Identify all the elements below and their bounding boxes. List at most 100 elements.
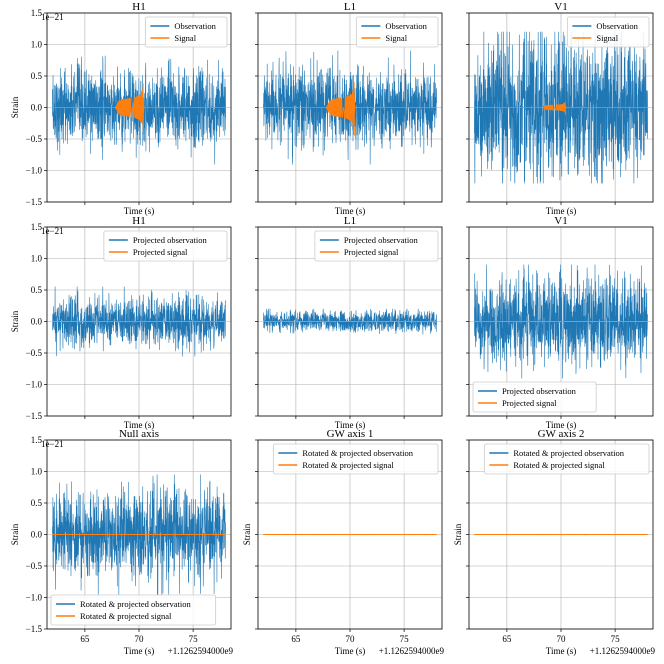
legend-entry-label: Projected signal — [133, 247, 188, 257]
y-axis-label: Strain — [10, 310, 20, 332]
legend-box — [355, 16, 439, 48]
y-tick-label: 1.5 — [31, 8, 43, 18]
x-offset-label: +1.1262594000e9 — [168, 646, 234, 656]
x-axis-label: Time (s) — [546, 420, 576, 430]
panel-title: H1 — [132, 1, 145, 13]
legend-entry-label: Rotated & projected observation — [302, 448, 413, 458]
x-tick-label: 75 — [189, 634, 199, 644]
panel-5: L1 Time (s) Projected observation Projected… — [255, 215, 443, 430]
x-offset-label: +1.1262594000e9 — [379, 646, 445, 656]
y-axis-label: Strain — [242, 523, 252, 545]
x-axis-label: Time (s) — [124, 206, 154, 216]
legend-box — [483, 443, 650, 475]
legend-box — [566, 16, 650, 48]
y-tick-label: −0.5 — [26, 561, 43, 571]
legend-box — [50, 594, 217, 626]
legend-entry-label: Rotated & projected signal — [302, 460, 394, 470]
legend-entry-label: Projected observation — [344, 235, 419, 245]
series-line-observation — [52, 286, 226, 357]
y-axis-label: Strain — [10, 523, 20, 545]
x-axis-label: Time (s) — [335, 420, 365, 430]
x-tick-label: 75 — [611, 634, 621, 644]
y-tick-label: −1.5 — [26, 411, 43, 421]
legend-box — [103, 230, 228, 262]
legend-entry-label: Signal — [596, 33, 618, 43]
legend-entry-label: Observation — [385, 21, 427, 31]
legend-entry-label: Rotated & projected signal — [513, 460, 605, 470]
y-tick-label: −0.5 — [26, 134, 43, 144]
y-tick-label: −1.0 — [26, 380, 43, 390]
legend-entry-label: Projected signal — [344, 247, 399, 257]
plot-area — [52, 474, 226, 595]
x-axis-label: Time (s) — [335, 646, 365, 656]
legend-box — [144, 16, 228, 48]
y-exponent-label: 1e−21 — [41, 226, 64, 236]
legend: Projected observation Projected signal — [472, 381, 597, 413]
x-axis-label: Time (s) — [546, 206, 576, 216]
legend: Observation Signal — [144, 16, 228, 48]
legend-entry-label: Projected signal — [502, 398, 557, 408]
plot-area — [474, 31, 648, 184]
panel-title: GW axis 2 — [538, 428, 585, 440]
plot-area — [52, 55, 226, 165]
x-tick-label: 70 — [557, 634, 567, 644]
y-exponent-label: 1e−21 — [41, 12, 64, 22]
legend-box — [314, 230, 439, 262]
x-axis-label: Time (s) — [335, 206, 365, 216]
series-line-observation — [263, 50, 437, 165]
panel-3: V1 Time (s) Observation Signal — [466, 1, 654, 216]
legend-entry-label: Projected observation — [502, 386, 577, 396]
x-tick-label: 70 — [135, 634, 145, 644]
panel-4: −1.5 −1.0 −0.5 0.0 0.5 1.0 1.5 H1 Time (s) Strain… — [10, 215, 232, 430]
y-exponent-label: 1e−21 — [41, 439, 64, 449]
plot-area — [263, 533, 437, 536]
legend: Rotated & projected observation Rotated &… — [50, 594, 217, 626]
panel-8: 65 70 75 GW axis 1 Time (s) Strain +1.12625940… — [242, 428, 444, 656]
panel-title: H1 — [132, 215, 145, 227]
x-tick-label: 65 — [291, 634, 301, 644]
y-tick-label: 0.0 — [31, 103, 43, 113]
y-axis-label: Strain — [10, 96, 20, 118]
panel-title: L1 — [344, 1, 356, 13]
x-axis-label: Time (s) — [124, 420, 154, 430]
x-tick-label: 70 — [346, 634, 356, 644]
legend: Rotated & projected observation Rotated &… — [483, 443, 650, 475]
y-tick-label: −0.5 — [26, 348, 43, 358]
series-line-observation — [263, 308, 437, 335]
plot-area — [263, 50, 437, 165]
series-line-signal — [474, 100, 648, 115]
y-tick-label: −1.0 — [26, 166, 43, 176]
y-tick-label: 0.5 — [31, 285, 43, 295]
y-tick-label: 1.0 — [31, 40, 43, 50]
legend-entry-label: Rotated & projected signal — [80, 611, 172, 621]
panel-1: −1.5 −1.0 −0.5 0.0 0.5 1.0 1.5 H1 Time (s) Strain… — [10, 1, 232, 216]
y-tick-label: 1.5 — [31, 435, 43, 445]
legend-entry-label: Signal — [174, 33, 196, 43]
legend: Observation Signal — [355, 16, 439, 48]
y-tick-label: 0.5 — [31, 498, 43, 508]
y-tick-label: 1.0 — [31, 467, 43, 477]
y-tick-label: −1.5 — [26, 624, 43, 634]
legend-entry-label: Signal — [385, 33, 407, 43]
x-tick-label: 65 — [80, 634, 90, 644]
x-tick-label: 65 — [502, 634, 512, 644]
legend-entry-label: Rotated & projected observation — [80, 599, 191, 609]
x-offset-label: +1.1262594000e9 — [590, 646, 656, 656]
legend: Projected observation Projected signal — [103, 230, 228, 262]
plot-area — [52, 286, 226, 357]
series-line-observation — [474, 31, 648, 184]
series-line-observation — [52, 474, 226, 595]
legend-entry-label: Observation — [596, 21, 638, 31]
legend: Rotated & projected observation Rotated &… — [272, 443, 439, 475]
legend-entry-label: Projected observation — [133, 235, 208, 245]
y-tick-label: 1.0 — [31, 254, 43, 264]
series-line-signal — [263, 82, 437, 136]
series-line-signal — [52, 83, 226, 135]
y-tick-label: 0.0 — [31, 317, 43, 327]
panel-2: L1 Time (s) Observation Signal — [255, 1, 443, 216]
panel-title: V1 — [554, 1, 567, 13]
y-tick-label: 0.0 — [31, 530, 43, 540]
legend-box — [272, 443, 439, 475]
panel-title: L1 — [344, 215, 356, 227]
